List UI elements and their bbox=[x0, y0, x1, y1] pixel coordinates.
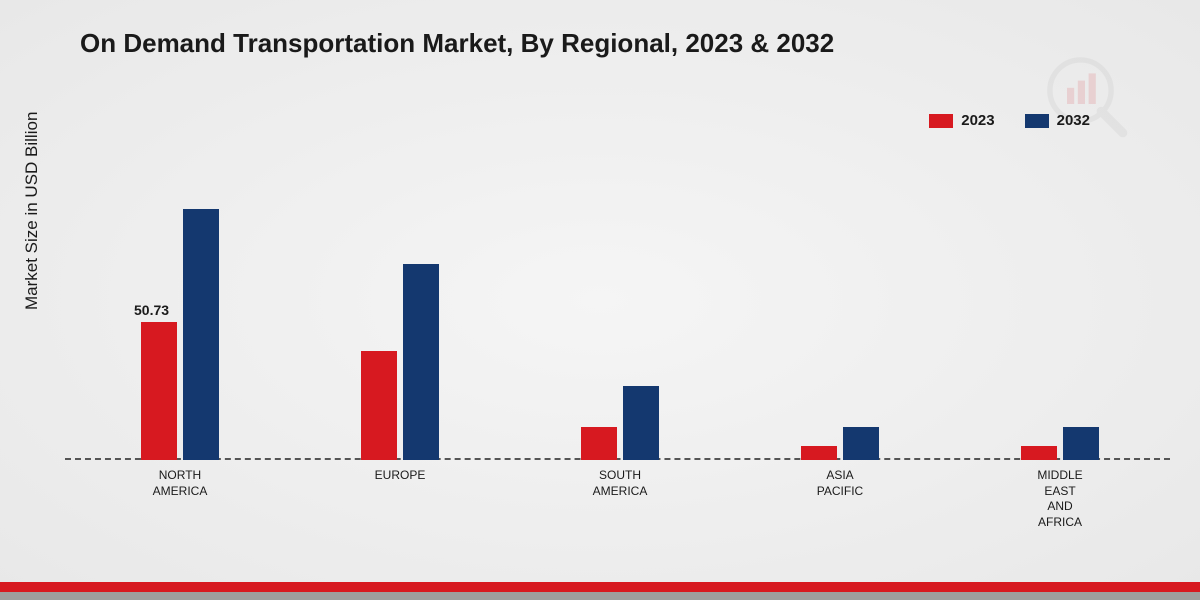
footer-gray-stripe bbox=[0, 592, 1200, 600]
legend-swatch-2023 bbox=[929, 114, 953, 128]
bar-2023 bbox=[1021, 446, 1057, 460]
x-axis-category-label: MIDDLE EAST AND AFRICA bbox=[970, 468, 1150, 530]
footer-bar bbox=[0, 582, 1200, 600]
legend-label-2032: 2032 bbox=[1057, 112, 1090, 129]
bar-value-label: 50.73 bbox=[134, 302, 169, 318]
x-axis-category-label: ASIA PACIFIC bbox=[750, 468, 930, 499]
bar-2032 bbox=[623, 386, 659, 460]
bar-group bbox=[530, 386, 710, 460]
bar-2032 bbox=[183, 209, 219, 460]
plot-area: 50.73 bbox=[65, 160, 1170, 460]
bar-2023 bbox=[361, 351, 397, 460]
bar-2032 bbox=[1063, 427, 1099, 460]
legend-item-2032: 2032 bbox=[1025, 112, 1090, 129]
x-axis-category-label: SOUTH AMERICA bbox=[530, 468, 710, 499]
bar-2023 bbox=[141, 322, 177, 460]
bar-group bbox=[310, 264, 490, 460]
x-axis-category-label: EUROPE bbox=[310, 468, 490, 484]
bar-2032 bbox=[403, 264, 439, 460]
bar-group bbox=[750, 427, 930, 460]
legend-label-2023: 2023 bbox=[961, 112, 994, 129]
x-axis-category-label: NORTH AMERICA bbox=[90, 468, 270, 499]
chart-title: On Demand Transportation Market, By Regi… bbox=[80, 28, 834, 59]
bar-group: 50.73 bbox=[90, 209, 270, 460]
bar-2032 bbox=[843, 427, 879, 460]
bar-group bbox=[970, 427, 1150, 460]
legend-item-2023: 2023 bbox=[929, 112, 994, 129]
legend: 2023 2032 bbox=[929, 112, 1090, 129]
footer-red-stripe bbox=[0, 582, 1200, 592]
legend-swatch-2032 bbox=[1025, 114, 1049, 128]
bar-2023 bbox=[801, 446, 837, 460]
y-axis-label: Market Size in USD Billion bbox=[22, 112, 42, 310]
bar-2023 bbox=[581, 427, 617, 460]
x-axis-labels: NORTH AMERICA EUROPE SOUTH AMERICA ASIA PAC… bbox=[65, 468, 1170, 548]
